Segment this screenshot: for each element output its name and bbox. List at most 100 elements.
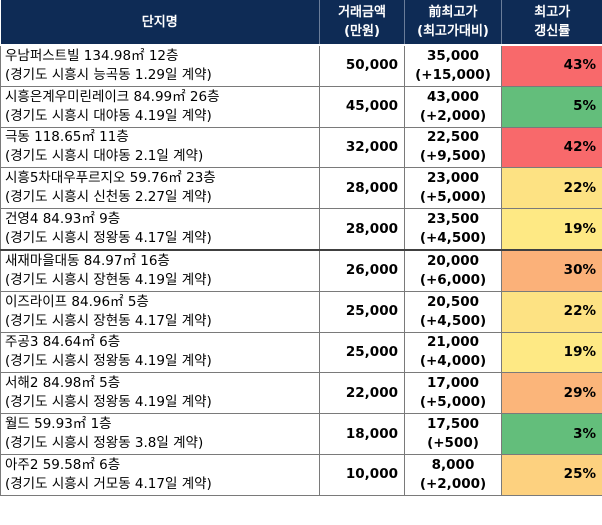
- price-cell: 22,000: [319, 372, 405, 415]
- header-renewal-rate: 최고가 갱신률: [501, 0, 602, 46]
- table-row: 건영4 84.93㎡ 9층 (경기도 시흥시 정왕동 4.17일 계약) 28,0…: [0, 208, 602, 251]
- rate-cell: 29%: [501, 372, 602, 415]
- complex-name-cell: 아주2 59.58㎡ 6층 (경기도 시흥시 거모동 4.17일 계약): [0, 453, 320, 496]
- complex-name-cell: 시흥5차대우푸르지오 59.76㎡ 23층 (경기도 시흥시 신천동 2.27일 …: [0, 167, 320, 210]
- price-cell: 45,000: [319, 85, 405, 128]
- complex-location: (경기도 시흥시 대야동 4.19일 계약): [5, 107, 212, 124]
- complex-location: (경기도 시흥시 대야동 2.1일 계약): [5, 148, 204, 165]
- peak-cell: 22,500 (+9,500): [404, 126, 502, 169]
- peak-value: 21,000: [426, 334, 480, 351]
- complex-title: 극동 118.65㎡ 11층: [5, 129, 129, 146]
- header-peak-line1: 前최고가: [428, 5, 478, 20]
- rate-cell: 25%: [501, 453, 602, 496]
- table-row: 서해2 84.98㎡ 5층 (경기도 시흥시 정왕동 4.19일 계약) 22,0…: [0, 372, 602, 415]
- header-rate-line2: 갱신률: [534, 24, 571, 39]
- peak-cell: 17,500 (+500): [404, 413, 502, 455]
- price-cell: 28,000: [319, 167, 405, 210]
- rate-cell: 22%: [501, 167, 602, 210]
- complex-name-cell: 월드 59.93㎡ 1층 (경기도 시흥시 정왕동 3.8일 계약): [0, 413, 320, 455]
- rate-cell: 3%: [501, 413, 602, 455]
- rate-cell: 30%: [501, 248, 602, 292]
- complex-name-cell: 우남퍼스트빌 134.98㎡ 12층 (경기도 시흥시 능곡동 1.29일 계약): [0, 44, 320, 87]
- peak-diff: (+500): [427, 435, 479, 452]
- peak-cell: 20,500 (+4,500): [404, 290, 502, 333]
- price-cell: 25,000: [319, 290, 405, 333]
- peak-value: 23,000: [426, 170, 480, 187]
- table-row: 우남퍼스트빌 134.98㎡ 12층 (경기도 시흥시 능곡동 1.29일 계약)…: [0, 44, 602, 87]
- table-row: 주공3 84.64㎡ 6층 (경기도 시흥시 정왕동 4.19일 계약) 25,0…: [0, 331, 602, 374]
- complex-location: (경기도 시흥시 정왕동 3.8일 계약): [5, 435, 204, 452]
- peak-cell: 17,000 (+5,000): [404, 372, 502, 415]
- price-cell: 28,000: [319, 208, 405, 251]
- complex-name-cell: 서해2 84.98㎡ 5층 (경기도 시흥시 정왕동 4.19일 계약): [0, 372, 320, 415]
- complex-name-cell: 이즈라이프 84.96㎡ 5층 (경기도 시흥시 장현동 4.17일 계약): [0, 290, 320, 333]
- rate-cell: 19%: [501, 331, 602, 374]
- complex-title: 이즈라이프 84.96㎡ 5층: [5, 293, 149, 310]
- peak-diff: (+5,000): [419, 189, 487, 206]
- complex-location: (경기도 시흥시 장현동 4.19일 계약): [5, 271, 212, 288]
- complex-name-cell: 주공3 84.64㎡ 6층 (경기도 시흥시 정왕동 4.19일 계약): [0, 331, 320, 374]
- peak-value: 22,500: [426, 129, 480, 146]
- peak-value: 20,000: [426, 252, 480, 269]
- complex-name-cell: 시흥은계우미린레이크 84.99㎡ 26층 (경기도 시흥시 대야동 4.19일 …: [0, 85, 320, 128]
- peak-diff: (+4,000): [419, 353, 487, 370]
- complex-location: (경기도 시흥시 정왕동 4.19일 계약): [5, 394, 212, 411]
- peak-diff: (+4,500): [419, 312, 487, 329]
- peak-value: 17,000: [426, 375, 480, 392]
- table-row: 아주2 59.58㎡ 6층 (경기도 시흥시 거모동 4.17일 계약) 10,0…: [0, 453, 602, 496]
- header-complex-name: 단지명: [0, 0, 320, 46]
- complex-name-cell: 극동 118.65㎡ 11층 (경기도 시흥시 대야동 2.1일 계약): [0, 126, 320, 169]
- peak-value: 23,500: [426, 211, 480, 228]
- price-cell: 50,000: [319, 44, 405, 87]
- peak-cell: 20,000 (+6,000): [404, 248, 502, 292]
- header-previous-peak: 前최고가 (최고가대비): [404, 0, 502, 46]
- complex-title: 월드 59.93㎡ 1층: [5, 416, 112, 433]
- peak-value: 35,000: [426, 47, 480, 64]
- peak-value: 43,000: [426, 88, 480, 105]
- peak-diff: (+5,000): [419, 394, 487, 411]
- complex-title: 서해2 84.98㎡ 5층: [5, 375, 121, 392]
- header-complex-name-label: 단지명: [141, 14, 178, 30]
- complex-location: (경기도 시흥시 정왕동 4.19일 계약): [5, 353, 212, 370]
- peak-diff: (+6,000): [419, 271, 487, 288]
- complex-location: (경기도 시흥시 능곡동 1.29일 계약): [5, 66, 212, 83]
- table-row: 새재마을대동 84.97㎡ 16층 (경기도 시흥시 장현동 4.19일 계약) …: [0, 248, 602, 292]
- peak-diff: (+15,000): [415, 66, 491, 83]
- complex-title: 시흥5차대우푸르지오 59.76㎡ 23층: [5, 170, 216, 187]
- header-transaction-price: 거래금액 (만원): [319, 0, 405, 46]
- transaction-table: 단지명 거래금액 (만원) 前최고가 (최고가대비) 최고가 갱신률 우남퍼스트…: [0, 0, 602, 496]
- peak-cell: 23,500 (+4,500): [404, 208, 502, 251]
- price-cell: 25,000: [319, 331, 405, 374]
- peak-cell: 43,000 (+2,000): [404, 85, 502, 128]
- peak-cell: 35,000 (+15,000): [404, 44, 502, 87]
- complex-location: (경기도 시흥시 장현동 4.17일 계약): [5, 312, 212, 329]
- table-row: 극동 118.65㎡ 11층 (경기도 시흥시 대야동 2.1일 계약) 32,0…: [0, 126, 602, 169]
- rate-cell: 22%: [501, 290, 602, 333]
- complex-location: (경기도 시흥시 신천동 2.27일 계약): [5, 189, 212, 206]
- header-price-line2: (만원): [344, 24, 380, 39]
- peak-value: 20,500: [426, 293, 480, 310]
- complex-title: 새재마을대동 84.97㎡ 16층: [5, 252, 170, 269]
- table-header: 단지명 거래금액 (만원) 前최고가 (최고가대비) 최고가 갱신률: [0, 0, 602, 46]
- header-price-line1: 거래금액: [338, 5, 386, 20]
- complex-title: 우남퍼스트빌 134.98㎡ 12층: [5, 47, 179, 64]
- peak-diff: (+2,000): [419, 475, 487, 492]
- peak-cell: 23,000 (+5,000): [404, 167, 502, 210]
- rate-cell: 42%: [501, 126, 602, 169]
- complex-title: 주공3 84.64㎡ 6층: [5, 334, 121, 351]
- peak-cell: 21,000 (+4,000): [404, 331, 502, 374]
- price-cell: 32,000: [319, 126, 405, 169]
- peak-cell: 8,000 (+2,000): [404, 453, 502, 496]
- peak-diff: (+9,500): [419, 148, 487, 165]
- complex-location: (경기도 시흥시 거모동 4.17일 계약): [5, 475, 212, 492]
- complex-name-cell: 건영4 84.93㎡ 9층 (경기도 시흥시 정왕동 4.17일 계약): [0, 208, 320, 251]
- header-peak-line2: (최고가대비): [417, 24, 489, 39]
- peak-value: 8,000: [431, 456, 475, 473]
- header-rate-line1: 최고가: [534, 5, 571, 20]
- price-cell: 10,000: [319, 453, 405, 496]
- rate-cell: 19%: [501, 208, 602, 251]
- complex-location: (경기도 시흥시 정왕동 4.17일 계약): [5, 230, 212, 247]
- complex-name-cell: 새재마을대동 84.97㎡ 16층 (경기도 시흥시 장현동 4.19일 계약): [0, 248, 320, 292]
- complex-title: 시흥은계우미린레이크 84.99㎡ 26층: [5, 88, 220, 105]
- complex-title: 건영4 84.93㎡ 9층: [5, 211, 121, 228]
